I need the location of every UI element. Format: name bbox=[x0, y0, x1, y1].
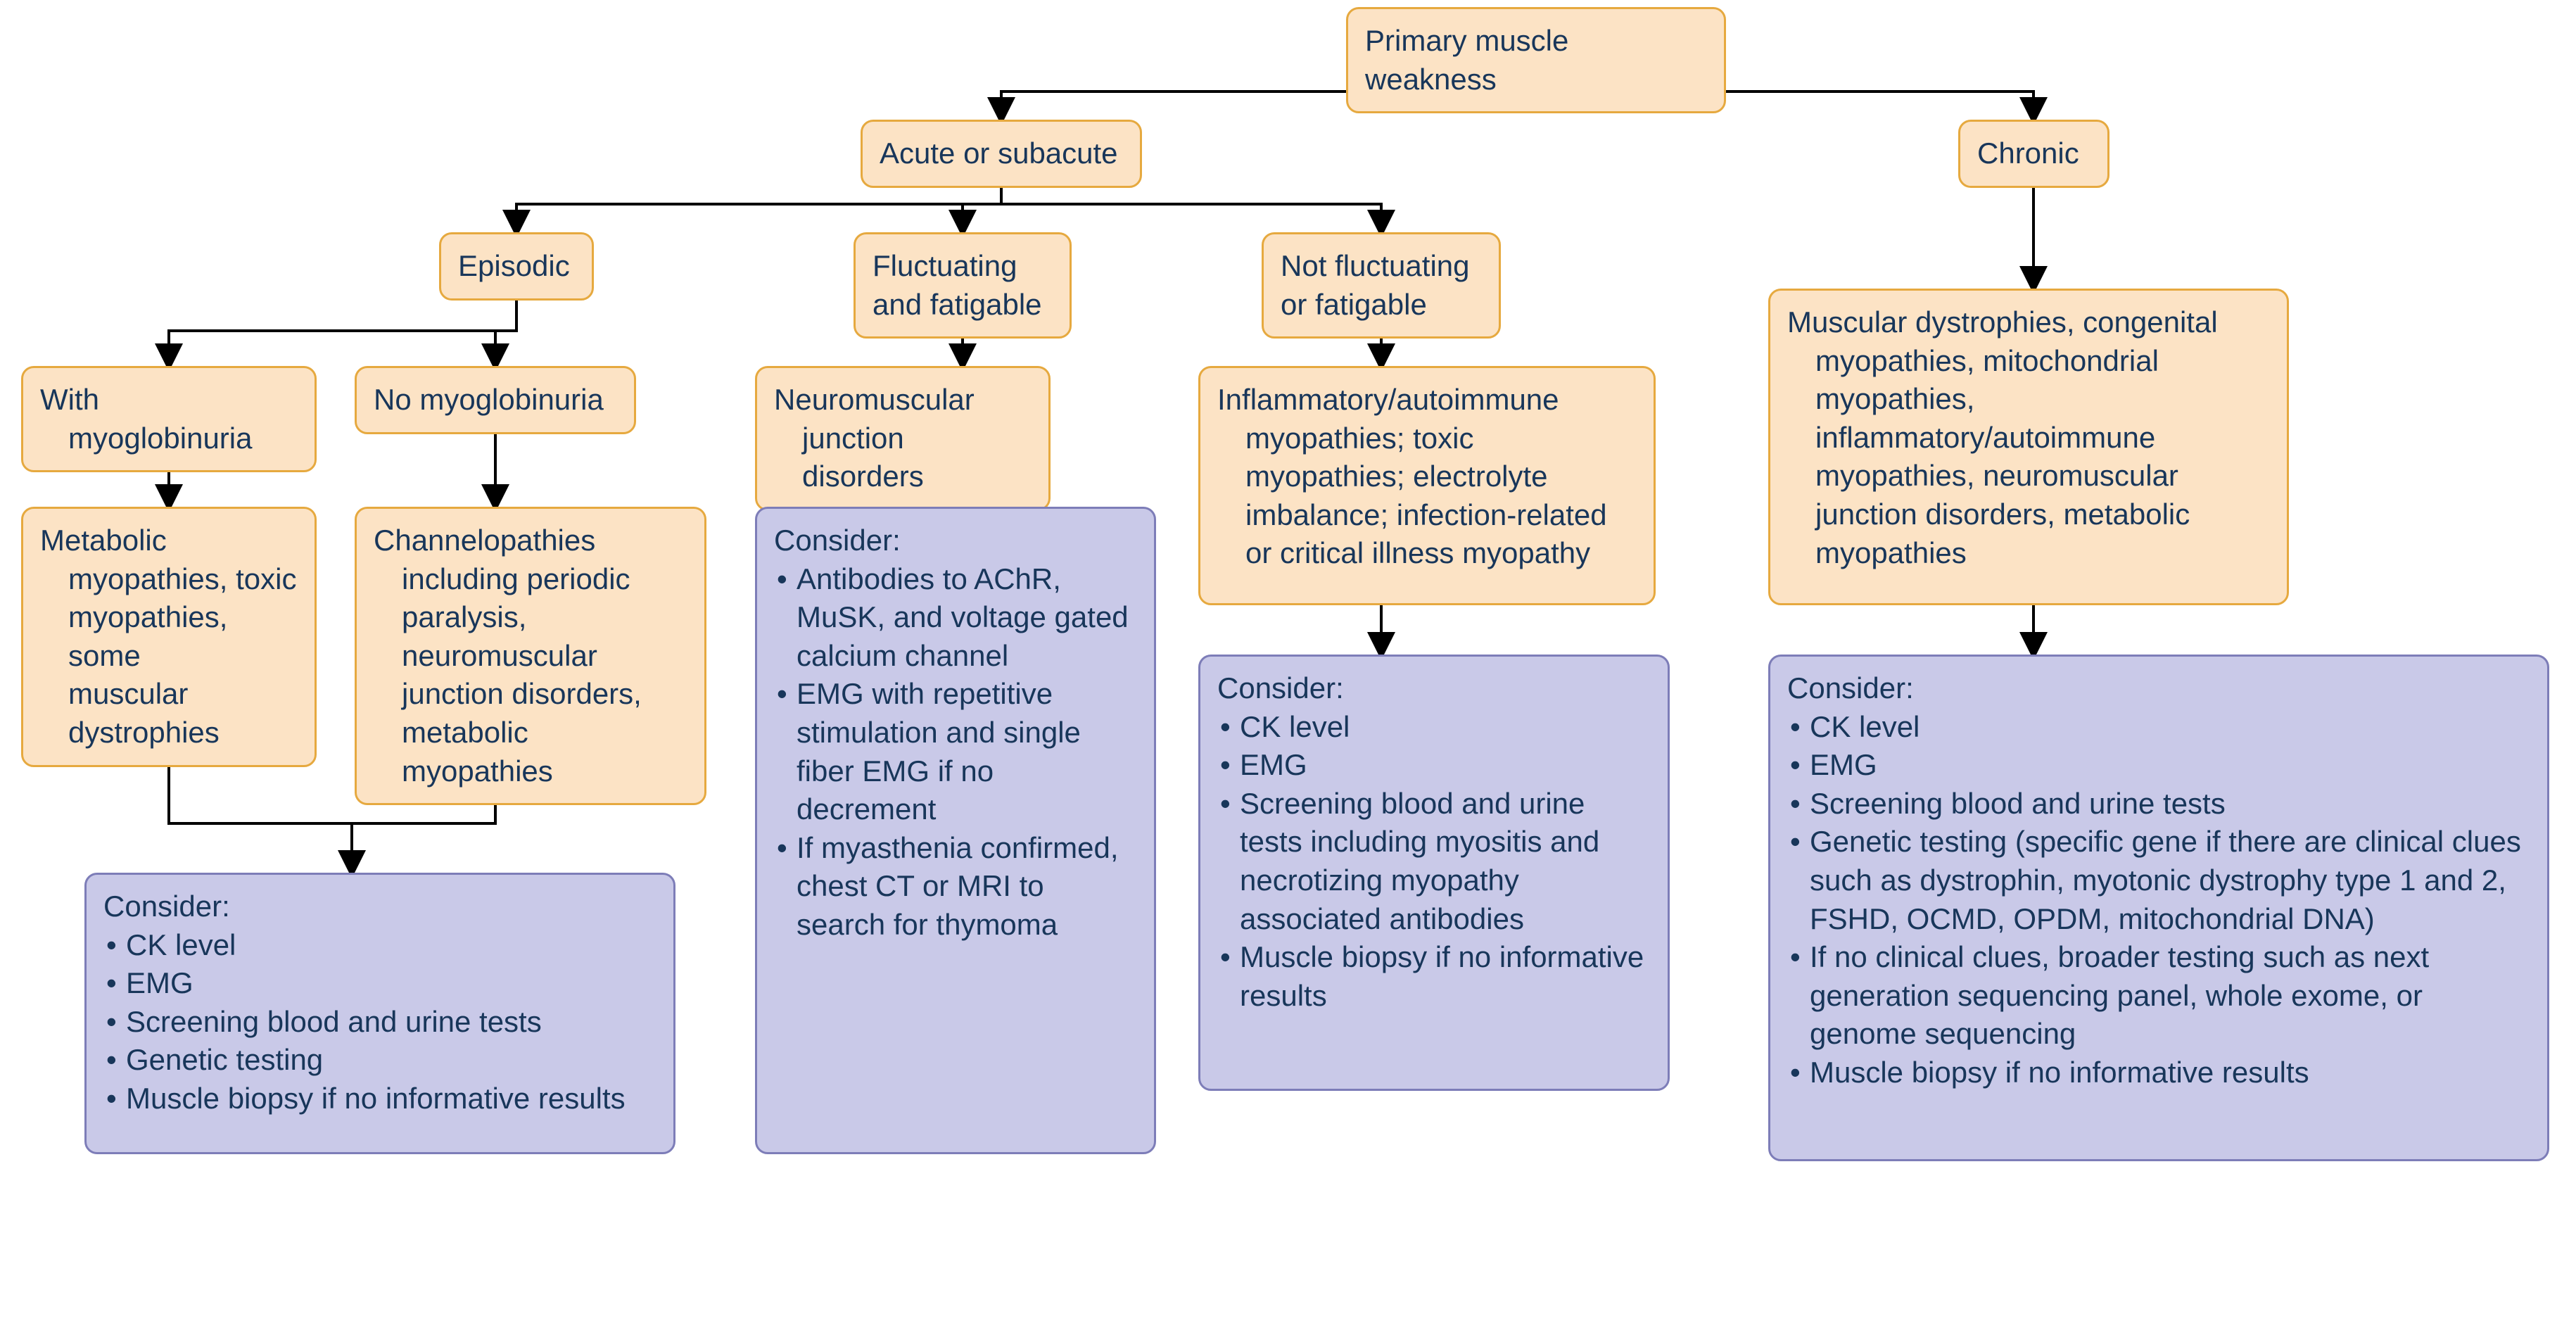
bullet: Muscle biopsy if no informative results bbox=[1787, 1054, 2530, 1092]
bullet: Antibodies to AChR, MuSK, and voltage ga… bbox=[774, 560, 1137, 676]
node-nomyo: No myoglobinuria bbox=[355, 366, 636, 434]
node-text-line: myoglobinuria bbox=[40, 419, 298, 458]
node-text-line: myopathies, toxic bbox=[40, 560, 298, 599]
bullet: Screening blood and urine tests bbox=[1787, 785, 2530, 823]
node-text-line: or fatigable bbox=[1281, 286, 1482, 324]
consider-title: Consider: bbox=[103, 887, 656, 926]
node-text-line: junction disorders bbox=[774, 419, 1032, 496]
node-text-line: or critical illness myopathy bbox=[1217, 534, 1637, 573]
node-text-line: Metabolic bbox=[40, 522, 298, 560]
node-text-line: myopathies, bbox=[1787, 380, 2270, 419]
node-text-line: and fatigable bbox=[873, 286, 1053, 324]
node-withmyo: Withmyoglobinuria bbox=[21, 366, 317, 472]
node-root: Primary muscle weakness bbox=[1346, 7, 1726, 113]
node-text-line: Muscular dystrophies, congenital bbox=[1787, 303, 2270, 342]
node-text-line: Neuromuscular bbox=[774, 381, 1032, 419]
node-text-line: metabolic myopathies bbox=[374, 714, 687, 790]
node-consider_notfluct: Consider:CK levelEMGScreening blood and … bbox=[1198, 655, 1670, 1091]
node-nomyo_body: Channelopathiesincluding periodicparalys… bbox=[355, 507, 706, 805]
node-text-line: myopathies, neuromuscular bbox=[1787, 457, 2270, 495]
node-text-line: myopathies; electrolyte bbox=[1217, 457, 1637, 496]
node-consider_chronic: Consider:CK levelEMGScreening blood and … bbox=[1768, 655, 2549, 1161]
node-text-line: junction disorders, metabolic bbox=[1787, 495, 2270, 534]
node-text-line: No myoglobinuria bbox=[374, 381, 617, 419]
consider-title: Consider: bbox=[1217, 669, 1651, 708]
node-consider_epi: Consider:CK levelEMGScreening blood and … bbox=[84, 873, 675, 1154]
node-notfluct_body: Inflammatory/autoimmunemyopathies; toxic… bbox=[1198, 366, 1656, 605]
bullet: EMG with repetitive stimulation and sing… bbox=[774, 675, 1137, 828]
bullet: Muscle biopsy if no informative results bbox=[103, 1080, 656, 1118]
node-nmj: Neuromuscularjunction disorders bbox=[755, 366, 1051, 511]
node-text-line: Acute or subacute bbox=[880, 134, 1123, 173]
consider-list: Antibodies to AChR, MuSK, and voltage ga… bbox=[774, 560, 1137, 944]
node-text-line: neuromuscular bbox=[374, 637, 687, 676]
node-text-line: imbalance; infection-related bbox=[1217, 496, 1637, 535]
bullet: Genetic testing bbox=[103, 1041, 656, 1080]
node-fluct: Fluctuatingand fatigable bbox=[854, 232, 1072, 339]
bullet: CK level bbox=[1787, 708, 2530, 747]
node-text-line: myopathies, mitochondrial bbox=[1787, 342, 2270, 381]
node-chronic: Chronic bbox=[1958, 120, 2109, 188]
node-text-line: dystrophies bbox=[40, 714, 298, 752]
bullet: CK level bbox=[103, 926, 656, 965]
consider-list: CK levelEMGScreening blood and urine tes… bbox=[1217, 708, 1651, 1016]
bullet: Screening blood and urine tests bbox=[103, 1003, 656, 1042]
bullet: CK level bbox=[1217, 708, 1651, 747]
node-text-line: Channelopathies bbox=[374, 522, 687, 560]
bullet: Muscle biopsy if no informative results bbox=[1217, 938, 1651, 1015]
bullet: If no clinical clues, broader testing su… bbox=[1787, 938, 2530, 1054]
node-text-line: paralysis, bbox=[374, 598, 687, 637]
bullet: Genetic testing (specific gene if there … bbox=[1787, 823, 2530, 938]
node-text-line: muscular bbox=[40, 675, 298, 714]
node-text-line: myopathies, some bbox=[40, 598, 298, 675]
node-text-line: Fluctuating bbox=[873, 247, 1053, 286]
node-text-line: With bbox=[40, 381, 298, 419]
consider-title: Consider: bbox=[774, 522, 1137, 560]
bullet: EMG bbox=[1217, 746, 1651, 785]
bullet: EMG bbox=[1787, 746, 2530, 785]
bullet: EMG bbox=[103, 964, 656, 1003]
consider-list: CK levelEMGScreening blood and urine tes… bbox=[103, 926, 656, 1118]
node-acute: Acute or subacute bbox=[861, 120, 1142, 188]
node-text-line: myopathies; toxic bbox=[1217, 419, 1637, 458]
node-withmyo_body: Metabolicmyopathies, toxicmyopathies, so… bbox=[21, 507, 317, 767]
node-notfluct: Not fluctuatingor fatigable bbox=[1262, 232, 1501, 339]
node-text-line: Not fluctuating bbox=[1281, 247, 1482, 286]
node-text-line: inflammatory/autoimmune bbox=[1787, 419, 2270, 457]
node-text-line: Inflammatory/autoimmune bbox=[1217, 381, 1637, 419]
node-text-line: junction disorders, bbox=[374, 675, 687, 714]
node-text-line: myopathies bbox=[1787, 534, 2270, 573]
node-text-line: Episodic bbox=[458, 247, 575, 286]
bullet: If myasthenia confirmed, chest CT or MRI… bbox=[774, 829, 1137, 944]
node-episodic: Episodic bbox=[439, 232, 594, 301]
consider-list: CK levelEMGScreening blood and urine tes… bbox=[1787, 708, 2530, 1092]
bullet: Screening blood and urine tests includin… bbox=[1217, 785, 1651, 938]
node-text-line: Primary muscle weakness bbox=[1365, 22, 1707, 99]
node-text-line: including periodic bbox=[374, 560, 687, 599]
consider-title: Consider: bbox=[1787, 669, 2530, 708]
node-chronic_body: Muscular dystrophies, congenitalmyopathi… bbox=[1768, 289, 2289, 605]
node-consider_nmj: Consider:Antibodies to AChR, MuSK, and v… bbox=[755, 507, 1156, 1154]
node-text-line: Chronic bbox=[1977, 134, 2090, 173]
